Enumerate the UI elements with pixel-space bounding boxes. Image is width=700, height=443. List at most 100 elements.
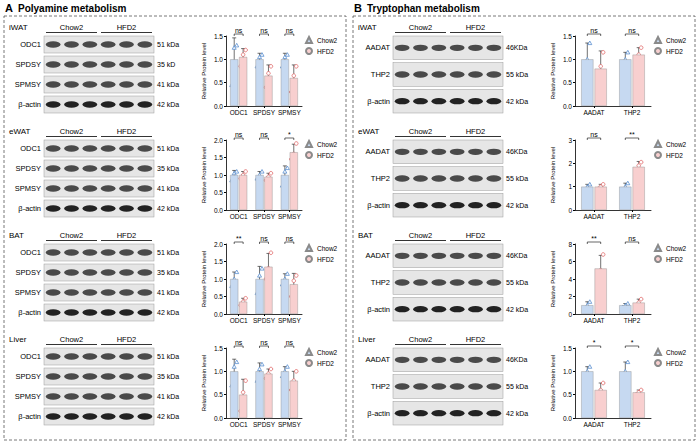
svg-text:HFD2: HFD2	[466, 23, 486, 32]
svg-text:2.0: 2.0	[214, 241, 223, 248]
svg-text:42 kDa: 42 kDa	[506, 410, 528, 417]
svg-text:HFD2: HFD2	[666, 152, 683, 159]
svg-text:β-actin: β-actin	[18, 100, 41, 109]
svg-text:**: **	[591, 235, 597, 242]
svg-text:ns: ns	[235, 339, 243, 346]
svg-text:8: 8	[568, 241, 572, 248]
svg-text:HFD2: HFD2	[317, 152, 334, 159]
svg-text:SPMSY: SPMSY	[15, 288, 41, 297]
svg-text:ns: ns	[260, 27, 268, 34]
svg-text:HFD2: HFD2	[466, 127, 486, 136]
svg-text:55 kDa: 55 kDa	[506, 383, 528, 390]
svg-text:iWAT: iWAT	[358, 23, 377, 32]
svg-text:42 kDa: 42 kDa	[157, 101, 179, 108]
svg-text:HFD2: HFD2	[466, 335, 486, 344]
svg-text:ns: ns	[628, 235, 636, 242]
svg-text:Relative Protein level: Relative Protein level	[201, 147, 207, 203]
svg-text:Chow2: Chow2	[409, 127, 432, 136]
svg-text:1.5: 1.5	[214, 33, 223, 40]
svg-text:β-actin: β-actin	[18, 204, 41, 213]
svg-text:AADAT: AADAT	[366, 251, 391, 260]
svg-text:42 kDa: 42 kDa	[157, 205, 179, 212]
svg-text:THP2: THP2	[624, 317, 641, 324]
svg-text:0.5: 0.5	[563, 79, 572, 86]
svg-text:Tryptophan metabolism: Tryptophan metabolism	[367, 3, 480, 14]
svg-text:β-actin: β-actin	[18, 412, 41, 421]
svg-text:BAT: BAT	[9, 231, 24, 240]
svg-text:HFD2: HFD2	[666, 48, 683, 55]
svg-text:Chow2: Chow2	[666, 141, 687, 148]
svg-text:SPMSY: SPMSY	[278, 109, 301, 116]
svg-text:ODC1: ODC1	[20, 352, 41, 361]
svg-text:AADAT: AADAT	[583, 213, 604, 220]
svg-text:51 kDa: 51 kDa	[157, 145, 179, 152]
svg-text:HFD2: HFD2	[317, 360, 334, 367]
svg-text:ODC1: ODC1	[20, 248, 41, 257]
svg-text:SPMSY: SPMSY	[278, 317, 301, 324]
svg-text:Chow2: Chow2	[409, 231, 432, 240]
svg-text:1.0: 1.0	[214, 172, 223, 179]
svg-text:HFD2: HFD2	[466, 231, 486, 240]
svg-text:1: 1	[568, 183, 572, 190]
svg-text:ns: ns	[260, 235, 268, 242]
svg-text:ns: ns	[628, 27, 636, 34]
svg-text:ODC1: ODC1	[230, 421, 248, 428]
svg-text:Chow2: Chow2	[317, 37, 338, 44]
svg-text:β-actin: β-actin	[367, 201, 390, 210]
svg-text:THP2: THP2	[624, 213, 641, 220]
svg-text:Chow2: Chow2	[60, 231, 83, 240]
svg-text:AADAT: AADAT	[583, 109, 604, 116]
svg-text:*: *	[593, 339, 596, 346]
svg-text:HFD2: HFD2	[117, 231, 137, 240]
svg-text:46KDa: 46KDa	[506, 44, 528, 51]
svg-text:Chow2: Chow2	[60, 127, 83, 136]
svg-text:Liver: Liver	[358, 335, 376, 344]
svg-text:ODC1: ODC1	[230, 213, 248, 220]
svg-text:β-actin: β-actin	[367, 409, 390, 418]
svg-text:ns: ns	[590, 131, 598, 138]
svg-text:46KDa: 46KDa	[506, 148, 528, 155]
svg-text:AADAT: AADAT	[366, 43, 391, 52]
svg-text:AADAT: AADAT	[366, 355, 391, 364]
svg-text:HFD2: HFD2	[666, 256, 683, 263]
svg-text:1.0: 1.0	[214, 276, 223, 283]
svg-text:46KDa: 46KDa	[506, 252, 528, 259]
svg-text:2.0: 2.0	[214, 137, 223, 144]
svg-text:*: *	[288, 131, 291, 138]
svg-text:ns: ns	[260, 131, 268, 138]
svg-text:HFD2: HFD2	[117, 335, 137, 344]
svg-text:SPMSY: SPMSY	[278, 421, 301, 428]
svg-text:HFD2: HFD2	[317, 48, 334, 55]
svg-text:SPMSY: SPMSY	[15, 80, 41, 89]
svg-text:42 kDa: 42 kDa	[506, 98, 528, 105]
svg-text:THP2: THP2	[371, 382, 390, 391]
svg-text:1.0: 1.0	[214, 368, 223, 375]
svg-text:SPMSY: SPMSY	[15, 184, 41, 193]
svg-text:SPDSY: SPDSY	[16, 268, 41, 277]
svg-text:HFD2: HFD2	[666, 360, 683, 367]
svg-text:ODC1: ODC1	[230, 317, 248, 324]
svg-text:55 kDa: 55 kDa	[506, 279, 528, 286]
svg-text:ODC1: ODC1	[20, 40, 41, 49]
svg-text:35 kDa: 35 kDa	[157, 373, 179, 380]
svg-text:1.5: 1.5	[214, 345, 223, 352]
svg-text:1.5: 1.5	[563, 33, 572, 40]
svg-text:ns: ns	[590, 27, 598, 34]
svg-text:0.5: 0.5	[214, 293, 223, 300]
svg-text:B: B	[354, 2, 362, 14]
svg-text:Chow2: Chow2	[666, 37, 687, 44]
svg-text:1.0: 1.0	[563, 368, 572, 375]
svg-text:ns: ns	[286, 235, 294, 242]
svg-text:iWAT: iWAT	[9, 23, 28, 32]
svg-text:ODC1: ODC1	[230, 109, 248, 116]
svg-text:1.5: 1.5	[563, 345, 572, 352]
svg-text:41 kDa: 41 kDa	[157, 289, 179, 296]
svg-text:Chow2: Chow2	[317, 349, 338, 356]
svg-text:1.0: 1.0	[563, 56, 572, 63]
svg-text:*: *	[631, 339, 634, 346]
svg-text:55 kDa: 55 kDa	[506, 71, 528, 78]
svg-text:0: 0	[568, 207, 572, 214]
svg-text:51 kDa: 51 kDa	[157, 249, 179, 256]
svg-text:6: 6	[568, 258, 572, 265]
svg-text:51 kDa: 51 kDa	[157, 353, 179, 360]
